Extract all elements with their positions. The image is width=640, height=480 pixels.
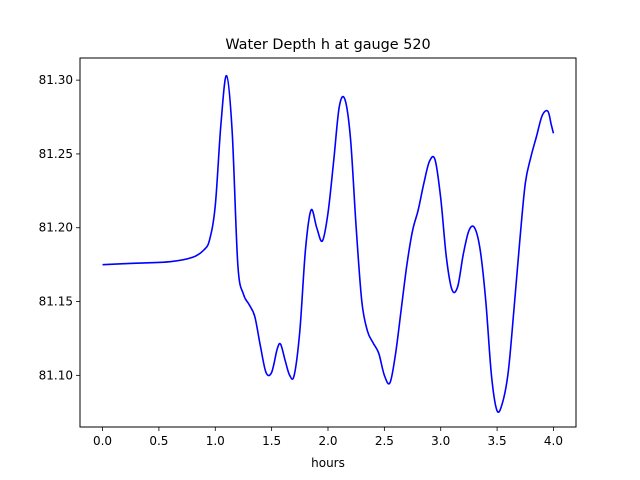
plot-area	[102, 74, 555, 413]
x-tick-label: 0.5	[149, 434, 168, 448]
y-tick-label: 81.20	[39, 221, 73, 235]
x-tick-label: 4.0	[544, 434, 563, 448]
y-tick-label: 81.25	[39, 147, 73, 161]
x-axis: 0.0 0.5 1.0 1.5 2.0 2.5 3.0 3.5 4.0	[93, 427, 563, 448]
series-line-0	[102, 74, 555, 413]
y-tick-label: 81.15	[39, 295, 73, 309]
y-tick-label: 81.30	[39, 73, 73, 87]
y-axis: 81.10 81.15 81.20 81.25 81.30	[39, 73, 80, 382]
x-tick-label: 3.0	[431, 434, 450, 448]
x-tick-label: 0.0	[93, 434, 112, 448]
x-tick-label: 2.5	[375, 434, 394, 448]
x-tick-label: 1.0	[206, 434, 225, 448]
x-tick-label: 3.5	[488, 434, 507, 448]
x-tick-label: 1.5	[262, 434, 281, 448]
chart-title: Water Depth h at gauge 520	[225, 37, 430, 53]
axes-frame	[79, 57, 577, 428]
y-tick-label: 81.10	[39, 368, 73, 382]
x-axis-label: hours	[311, 456, 345, 470]
x-tick-label: 2.0	[318, 434, 337, 448]
